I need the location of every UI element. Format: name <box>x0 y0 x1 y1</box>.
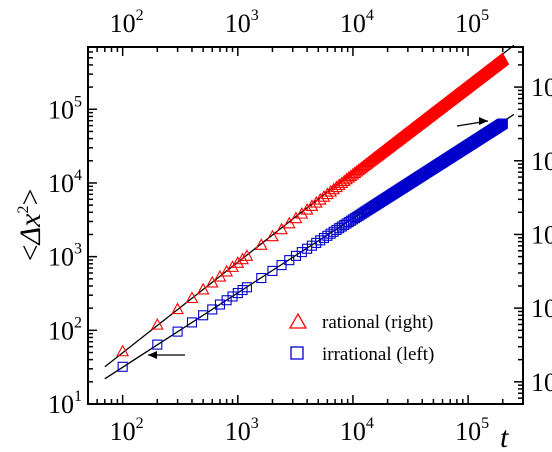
data-point-square <box>227 291 238 302</box>
data-point-square <box>186 317 198 328</box>
x-top-tick-label: 102 <box>110 7 144 38</box>
data-point-triangle <box>231 256 245 268</box>
y-left-tick-label: 105 <box>48 93 82 124</box>
data-point-triangle <box>275 222 289 235</box>
x-top-tick-label: 105 <box>455 7 489 38</box>
x-axis-label: t <box>500 421 509 452</box>
y-axis-label: <Δx2> <box>14 189 47 262</box>
data-point-triangle <box>185 291 199 304</box>
arrow-right-axis <box>456 117 489 127</box>
tick-labels: 102 102 103 103 104 104 105 105 101 102 103 104 105 1… <box>48 7 552 446</box>
data-series <box>116 52 510 372</box>
axis-ticks <box>87 46 524 405</box>
axis-arrows <box>148 117 489 359</box>
data-point-triangle <box>266 229 279 242</box>
arrow-left-axis <box>148 351 185 359</box>
y-right-tick-label: 102 <box>531 292 552 323</box>
data-point-triangle <box>171 302 185 315</box>
arrow-head <box>479 117 488 125</box>
data-point-triangle <box>496 52 510 65</box>
x-tick-label: 103 <box>225 415 259 446</box>
data-point-square <box>256 273 267 284</box>
y-left-tick-label: 102 <box>48 314 82 345</box>
data-point-triangle <box>196 282 210 295</box>
data-point-square <box>296 247 307 258</box>
legend-square-marker <box>290 346 304 360</box>
data-point-triangle <box>305 199 319 211</box>
data-point-square <box>221 295 232 306</box>
data-point-triangle <box>116 344 130 357</box>
data-point-square <box>267 265 278 276</box>
legend-label-irrational: irrational (left) <box>322 344 434 365</box>
series-rational <box>116 52 510 357</box>
data-point-triangle <box>205 275 219 288</box>
data-point-square <box>328 226 339 237</box>
data-point-square <box>152 339 163 350</box>
y-right-tick-label: 101 <box>531 366 552 397</box>
y-left-tick-label: 103 <box>48 241 82 272</box>
data-point-square <box>497 118 508 129</box>
x-tick-label: 102 <box>110 415 144 446</box>
legend-label-rational: rational (right) <box>322 312 433 333</box>
arrow-head <box>148 351 157 359</box>
data-point-square <box>117 361 128 372</box>
data-point-triangle <box>346 167 360 180</box>
data-point-triangle <box>236 252 249 265</box>
data-point-triangle <box>332 178 346 190</box>
y-right-tick-label: 103 <box>531 218 552 249</box>
series-irrational <box>117 118 508 372</box>
data-point-triangle <box>295 206 309 219</box>
data-point-triangle <box>309 195 323 208</box>
data-point-triangle <box>254 238 268 250</box>
data-point-square <box>198 310 209 321</box>
data-point-square <box>241 282 252 293</box>
x-top-tick-label: 104 <box>340 7 374 38</box>
legend: rational (right) irrational (left) <box>288 312 434 365</box>
x-tick-label: 104 <box>340 415 374 446</box>
data-point-square <box>325 228 336 239</box>
data-point-triangle <box>226 260 239 272</box>
plot-frame <box>87 46 524 405</box>
x-top-tick-label: 103 <box>225 7 259 38</box>
data-point-triangle <box>330 180 343 193</box>
data-point-square <box>290 250 302 261</box>
data-point-triangle <box>300 202 314 215</box>
y-left-tick-label: 104 <box>48 167 82 198</box>
data-point-triangle <box>150 317 164 330</box>
data-point-triangle <box>240 249 254 261</box>
y-right-tick-label: 104 <box>531 145 552 176</box>
legend-triangle-marker <box>288 312 308 329</box>
data-point-square <box>172 326 183 337</box>
y-right-tick-label: 105 <box>531 71 552 102</box>
y-left-tick-label: 101 <box>48 388 82 419</box>
data-point-triangle <box>327 182 341 195</box>
x-tick-label: 105 <box>455 415 489 446</box>
